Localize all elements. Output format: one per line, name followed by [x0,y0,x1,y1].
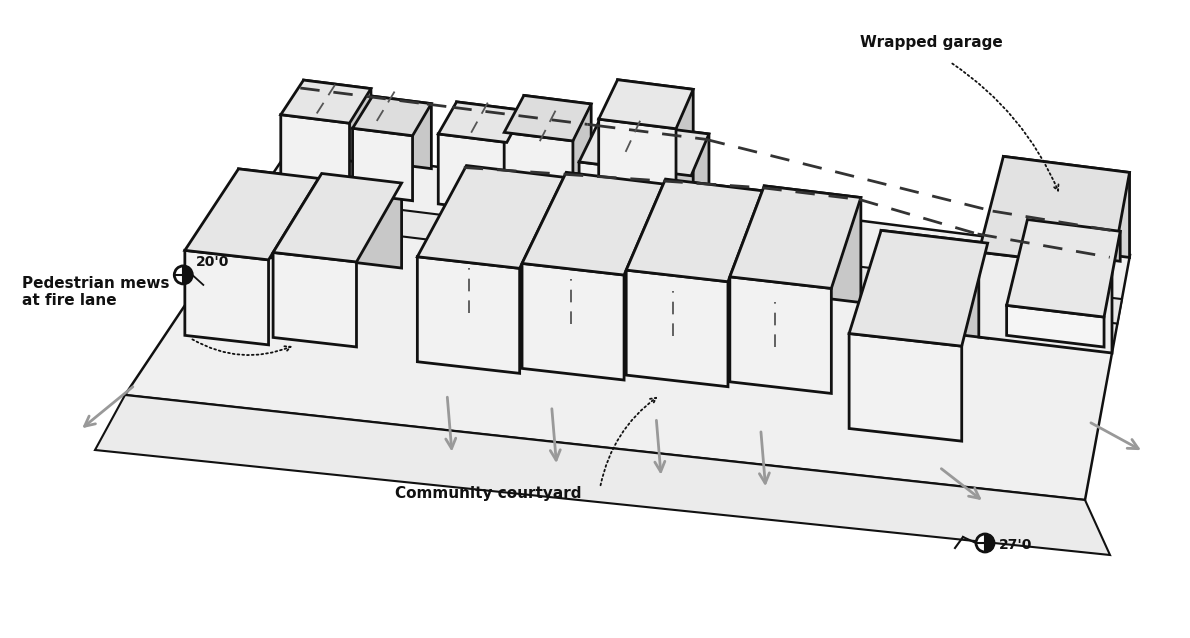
Polygon shape [466,165,564,282]
Polygon shape [1027,219,1120,262]
Polygon shape [281,80,371,123]
Circle shape [976,534,994,552]
Polygon shape [764,186,860,302]
Polygon shape [599,80,694,129]
Polygon shape [321,174,401,268]
Polygon shape [524,96,591,189]
Polygon shape [850,230,988,346]
Wedge shape [985,534,994,552]
Polygon shape [438,134,507,212]
Polygon shape [580,120,709,176]
Polygon shape [505,96,591,141]
Polygon shape [273,253,357,347]
Polygon shape [273,174,401,262]
Polygon shape [244,193,1122,323]
Text: Community courtyard: Community courtyard [395,486,582,501]
Polygon shape [979,156,1129,268]
Polygon shape [729,277,832,394]
Polygon shape [1007,219,1120,317]
Circle shape [174,266,193,284]
Polygon shape [352,96,431,136]
Polygon shape [352,128,413,201]
Polygon shape [457,102,524,181]
Text: 20'0: 20'0 [196,255,230,269]
Polygon shape [729,186,860,288]
Polygon shape [372,96,431,168]
Polygon shape [522,263,624,380]
Polygon shape [505,133,572,226]
Polygon shape [618,80,694,199]
Polygon shape [626,270,728,387]
Polygon shape [238,169,319,263]
Polygon shape [418,256,520,373]
Text: Wrapped garage: Wrapped garage [860,35,1003,50]
Text: 27'0: 27'0 [998,538,1033,552]
Polygon shape [626,179,763,282]
Polygon shape [438,102,524,142]
Polygon shape [881,230,988,338]
Polygon shape [184,169,319,260]
Polygon shape [303,80,371,163]
Polygon shape [566,172,663,289]
Polygon shape [1003,156,1129,258]
Polygon shape [665,179,763,296]
Polygon shape [125,148,1130,500]
Polygon shape [1007,306,1104,347]
Polygon shape [95,395,1110,555]
Polygon shape [600,120,709,204]
Polygon shape [184,250,269,345]
Wedge shape [183,266,193,284]
Polygon shape [281,115,350,198]
Polygon shape [418,165,564,269]
Polygon shape [979,252,1111,353]
Polygon shape [599,119,676,239]
Polygon shape [522,172,663,275]
Polygon shape [850,334,962,441]
Polygon shape [580,162,691,246]
Text: Pedestrian mews
at fire lane: Pedestrian mews at fire lane [21,276,169,308]
